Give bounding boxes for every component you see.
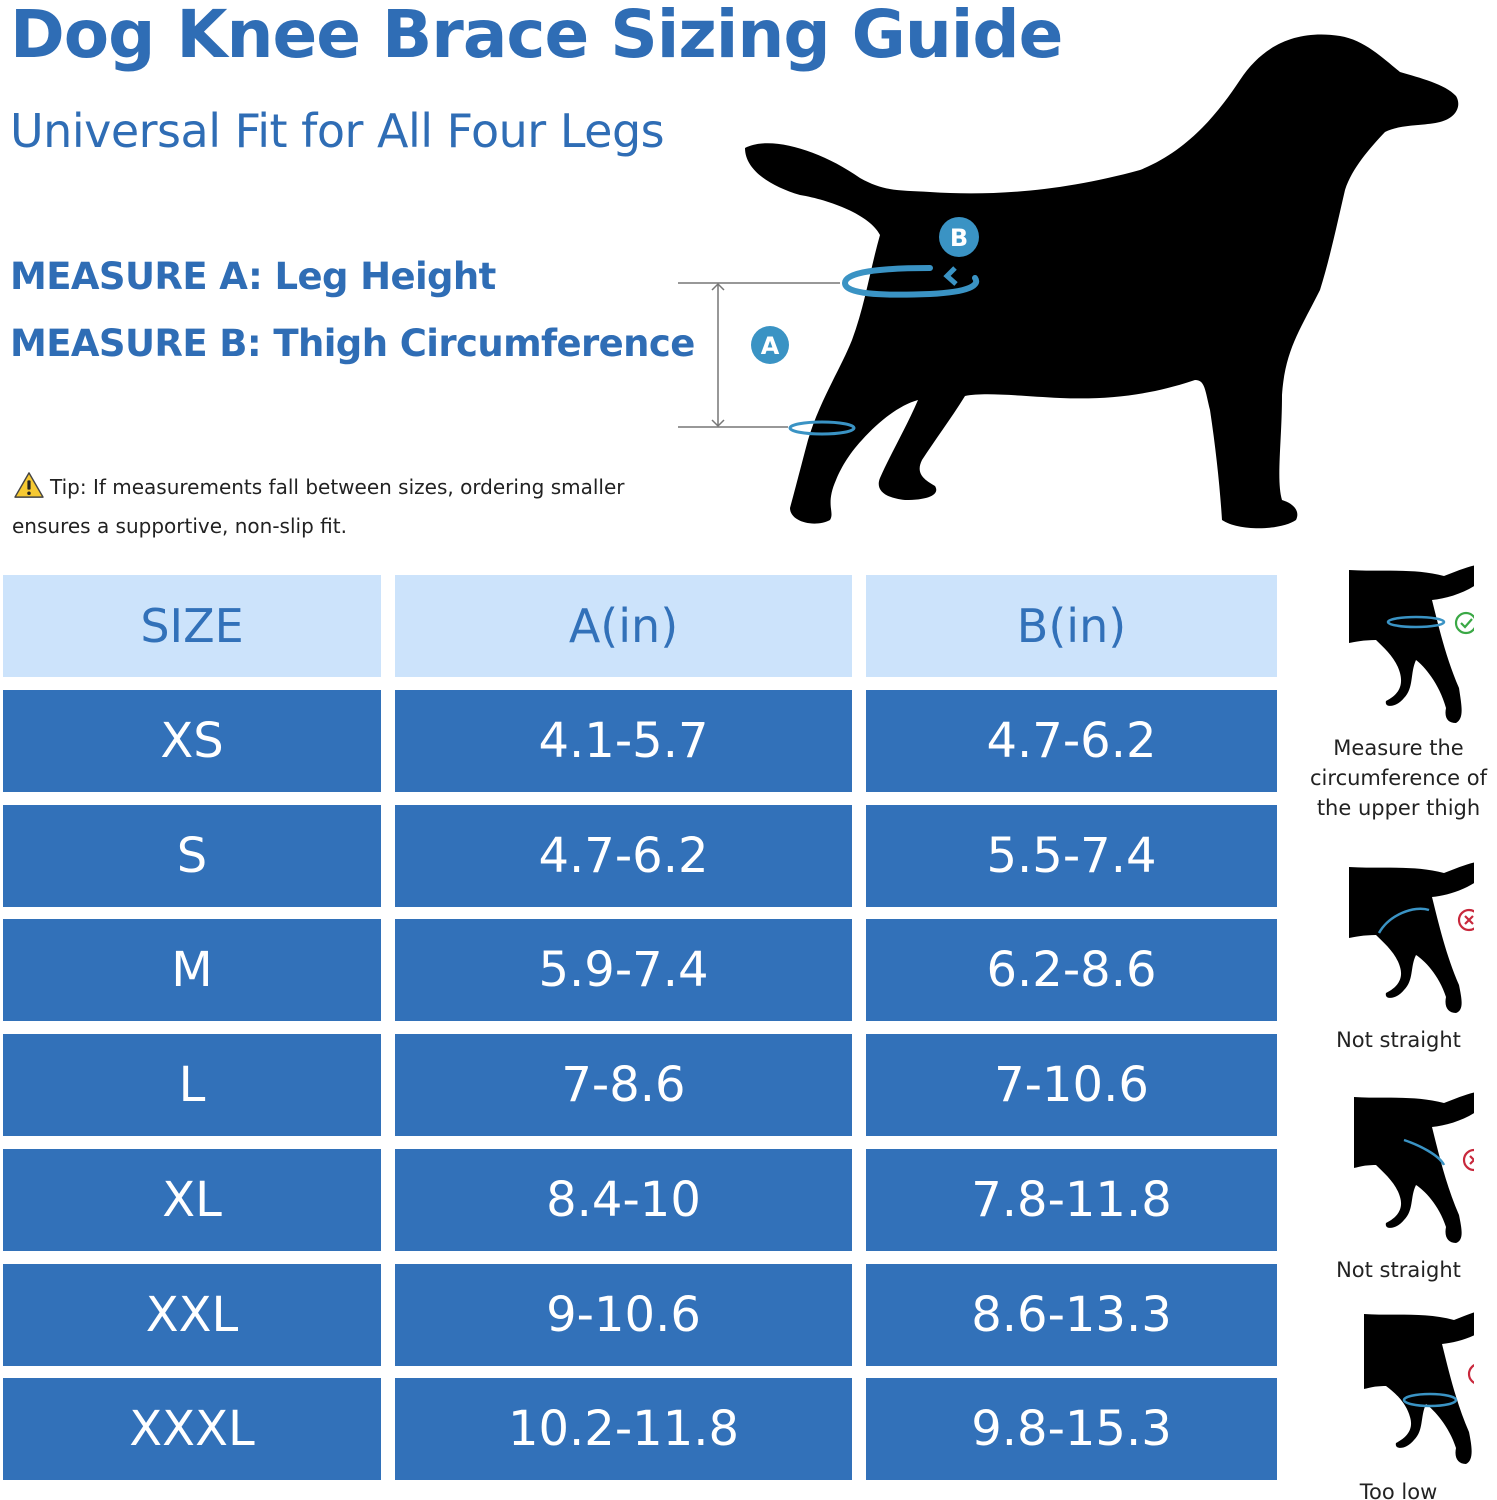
cell-size: M	[3, 919, 381, 1021]
cell-a: 4.7-6.2	[395, 805, 852, 907]
dog-hind-leg-icon	[1363, 1312, 1474, 1464]
example-wrong-1: Not straight	[1300, 855, 1497, 1055]
ankle-ring	[788, 420, 856, 436]
measure-a-indicator	[678, 282, 840, 428]
table-row: XXXL 10.2-11.8 9.8-15.3	[3, 1378, 1277, 1480]
measure-a-label: MEASURE A: Leg Height	[10, 255, 496, 298]
x-circle-icon	[1462, 1148, 1474, 1172]
example-caption: Too low	[1359, 1480, 1438, 1500]
table-header-row: SIZE A(in) B(in)	[3, 575, 1277, 677]
table-row: XL 8.4-10 7.8-11.8	[3, 1149, 1277, 1251]
cell-size: L	[3, 1034, 381, 1136]
cell-b: 4.7-6.2	[866, 690, 1277, 792]
example-caption: Not straight	[1336, 1028, 1461, 1052]
cell-size: XXL	[3, 1264, 381, 1366]
label-a: A	[761, 332, 780, 360]
label-b: B	[950, 224, 968, 252]
cell-b: 7.8-11.8	[866, 1149, 1277, 1251]
table-row: XS 4.1-5.7 4.7-6.2	[3, 690, 1277, 792]
table-row: L 7-8.6 7-10.6	[3, 1034, 1277, 1136]
cell-b: 6.2-8.6	[866, 919, 1277, 1021]
cell-b: 8.6-13.3	[866, 1264, 1277, 1366]
tip-text: Tip: If measurements fall between sizes,…	[12, 475, 625, 538]
cell-size: XXXL	[3, 1378, 381, 1480]
cell-a: 8.4-10	[395, 1149, 852, 1251]
page-title: Dog Knee Brace Sizing Guide	[10, 0, 1063, 73]
dog-silhouette	[745, 34, 1459, 529]
cell-b: 5.5-7.4	[866, 805, 1277, 907]
dog-hind-leg-icon	[1348, 862, 1474, 1013]
cell-a: 4.1-5.7	[395, 690, 852, 792]
table-row: XXL 9-10.6 8.6-13.3	[3, 1264, 1277, 1366]
cell-b: 9.8-15.3	[866, 1378, 1277, 1480]
thigh-ring	[841, 265, 980, 298]
header-a: A(in)	[395, 575, 852, 677]
x-circle-icon	[1467, 1364, 1474, 1384]
cell-a: 7-8.6	[395, 1034, 852, 1136]
cell-a: 5.9-7.4	[395, 919, 852, 1021]
page-subtitle: Universal Fit for All Four Legs	[10, 104, 665, 158]
example-correct: Measure the circumference of the upper t…	[1300, 558, 1497, 823]
example-caption: Measure the circumference of the upper t…	[1310, 736, 1487, 820]
dog-silhouette-diagram: A B	[678, 34, 1459, 529]
header-size: SIZE	[3, 575, 381, 677]
dog-hind-leg-icon	[1353, 1092, 1474, 1243]
label-b-badge	[939, 217, 979, 257]
measure-b-label: MEASURE B: Thigh Circumference	[10, 322, 695, 365]
cell-b: 7-10.6	[866, 1034, 1277, 1136]
example-caption: Not straight	[1336, 1258, 1461, 1282]
check-circle-icon	[1454, 611, 1474, 635]
label-a-badge	[751, 326, 789, 364]
dog-hind-leg-icon	[1348, 565, 1474, 723]
x-circle-icon	[1457, 908, 1474, 932]
table-row: M 5.9-7.4 6.2-8.6	[3, 919, 1277, 1021]
cell-size: XS	[3, 690, 381, 792]
cell-size: XL	[3, 1149, 381, 1251]
header-b: B(in)	[866, 575, 1277, 677]
example-wrong-3: Too low	[1300, 1302, 1497, 1500]
cell-size: S	[3, 805, 381, 907]
warning-icon	[14, 472, 44, 498]
cell-a: 9-10.6	[395, 1264, 852, 1366]
table-row: S 4.7-6.2 5.5-7.4	[3, 805, 1277, 907]
cell-a: 10.2-11.8	[395, 1378, 852, 1480]
tip-note: Tip: If measurements fall between sizes,…	[12, 468, 672, 546]
example-wrong-2: Not straight	[1300, 1085, 1497, 1285]
